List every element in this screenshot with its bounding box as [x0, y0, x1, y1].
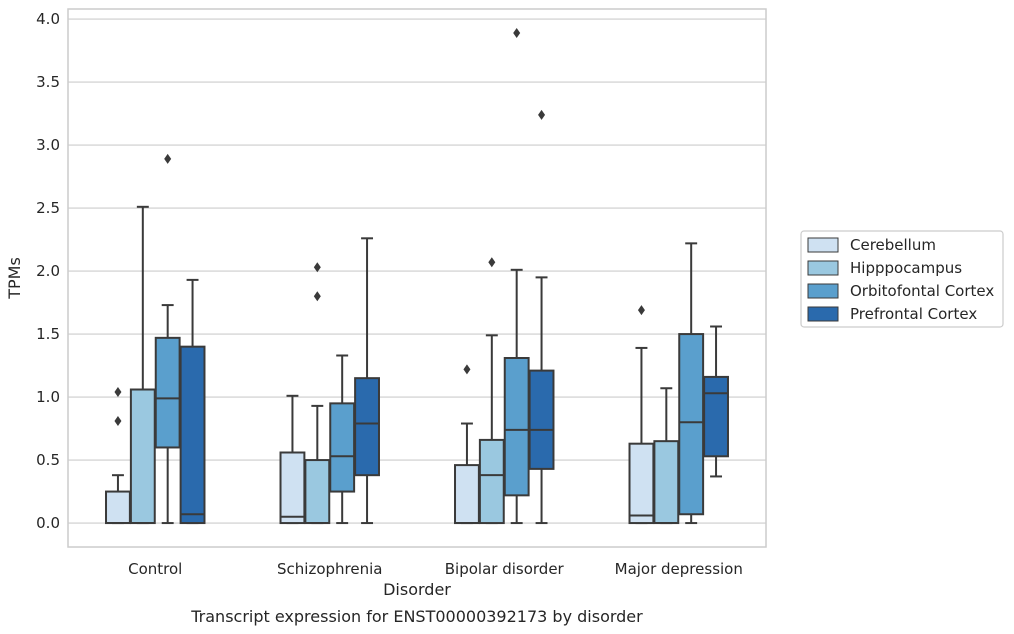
outlier-point	[313, 291, 321, 302]
y-tick-label: 3.0	[36, 136, 60, 154]
series-cerebellum	[105, 305, 655, 525]
iqr-box	[678, 333, 705, 516]
y-tick-label: 2.0	[36, 262, 60, 280]
legend-swatch	[807, 237, 839, 253]
iqr-box	[279, 451, 306, 525]
y-tick-label: 0.5	[36, 451, 60, 469]
iqr-box	[154, 336, 181, 449]
legend-item: Hipppocampus	[807, 259, 962, 277]
iqr-box	[329, 402, 356, 493]
box-plot	[653, 387, 680, 525]
y-tick-label: 2.5	[36, 199, 60, 217]
legend-frame	[800, 230, 1004, 328]
y-tick-label: 1.5	[36, 325, 60, 343]
iqr-box	[703, 375, 729, 458]
legend-label: Hipppocampus	[850, 259, 962, 277]
series-hipppocampus	[129, 205, 680, 525]
iqr-box	[129, 388, 156, 525]
box-plot	[329, 354, 356, 525]
iqr-box	[454, 464, 480, 525]
legend-item: Orbitofontal Cortex	[807, 282, 994, 300]
box-plot	[503, 27, 530, 525]
box-plot	[478, 257, 505, 525]
iqr-box	[528, 369, 555, 470]
box-plot	[154, 153, 181, 525]
legend-swatch	[807, 283, 839, 299]
x-tick-labels: Control Schizophrenia Bipolar disorder Majo…	[128, 560, 743, 578]
legend-item: Cerebellum	[807, 236, 936, 254]
legend-label: Cerebellum	[850, 236, 936, 254]
y-tick-labels: 0.0 0.5 1.0 1.5 2.0 2.5 3.0 3.5 4.0	[36, 10, 60, 532]
iqr-box	[304, 459, 331, 525]
box-plot	[105, 387, 131, 525]
outlier-point	[637, 305, 645, 316]
iqr-box	[105, 490, 131, 525]
outlier-point	[463, 364, 471, 375]
iqr-box	[478, 438, 505, 525]
outlier-point	[513, 27, 521, 38]
y-tick-label: 3.5	[36, 73, 60, 91]
box-plot	[454, 364, 480, 525]
box-plot	[129, 205, 156, 525]
outlier-point	[114, 387, 122, 398]
x-tick-label: Major depression	[615, 560, 743, 578]
plot-frame	[67, 8, 767, 548]
box-plot	[304, 262, 331, 525]
y-tick-label: 1.0	[36, 388, 60, 406]
y-axis-label: TPMs	[5, 257, 24, 300]
legend-label: Prefrontal Cortex	[850, 305, 977, 323]
box-plot	[628, 305, 655, 525]
iqr-box	[628, 442, 655, 525]
iqr-box	[503, 357, 530, 497]
legend-swatch	[807, 260, 839, 276]
legend-swatch	[807, 306, 839, 322]
box-plot	[528, 109, 555, 525]
x-tick-label: Bipolar disorder	[445, 560, 565, 578]
box-plot	[703, 325, 729, 478]
box-plot	[179, 278, 206, 525]
series-orbitofontal-cortex	[154, 27, 705, 525]
outlier-point	[164, 153, 172, 164]
x-tick-label: Schizophrenia	[277, 560, 382, 578]
outlier-point	[538, 109, 546, 120]
outlier-point	[488, 257, 496, 268]
chart-caption: Transcript expression for ENST0000039217…	[190, 607, 643, 626]
iqr-box	[354, 377, 380, 477]
x-axis-label: Disorder	[383, 580, 451, 599]
box-plot	[354, 237, 380, 525]
box-plot	[279, 394, 306, 525]
outlier-point	[114, 416, 122, 427]
legend: Cerebellum Hipppocampus Orbitofontal Corte…	[800, 230, 1004, 328]
y-tick-label: 4.0	[36, 10, 60, 28]
legend-label: Orbitofontal Cortex	[850, 282, 994, 300]
x-tick-label: Control	[128, 560, 182, 578]
iqr-box	[653, 440, 680, 525]
box-plot	[678, 242, 705, 525]
box-series	[105, 27, 729, 525]
series-prefrontal-cortex	[179, 109, 729, 525]
legend-item: Prefrontal Cortex	[807, 305, 977, 323]
y-tick-label: 0.0	[36, 514, 60, 532]
outlier-point	[313, 262, 321, 273]
iqr-box	[179, 345, 206, 525]
